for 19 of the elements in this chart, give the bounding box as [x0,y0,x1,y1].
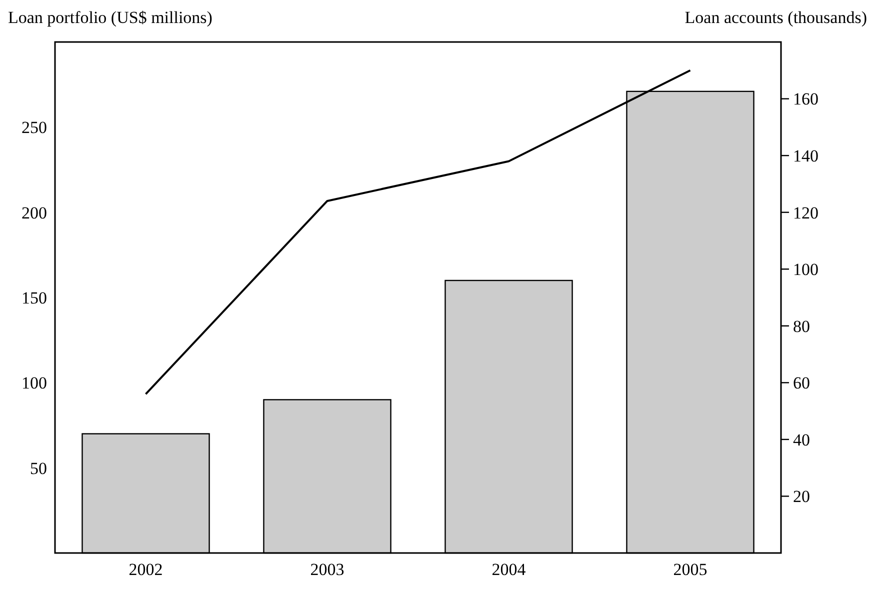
y2-tick-label: 100 [793,260,818,280]
y-tick-label: 200 [22,203,47,222]
y2-tick-label: 160 [793,90,818,109]
y-tick-label: 100 [22,374,47,393]
y2-tick-label: 80 [793,316,810,336]
y2-tick-label: 20 [793,487,810,506]
y2-tick-label: 120 [793,203,818,222]
y2-tick-label: 40 [793,430,810,450]
x-tick-label: 2003 [310,560,344,579]
y2-axis-title: Loan accounts (thousands) [684,8,867,27]
y2-tick-label: 140 [793,146,818,166]
x-tick-label: 2002 [128,560,163,579]
y-axis-title: Loan portfolio (US$ millions) [8,8,212,27]
y-tick-label: 50 [30,458,47,478]
y2-tick-label: 60 [793,374,810,393]
x-tick-label: 2005 [673,560,708,579]
x-tick-label: 2004 [492,560,526,579]
y-tick-label: 250 [22,118,47,138]
y-tick-label: 150 [22,288,47,308]
